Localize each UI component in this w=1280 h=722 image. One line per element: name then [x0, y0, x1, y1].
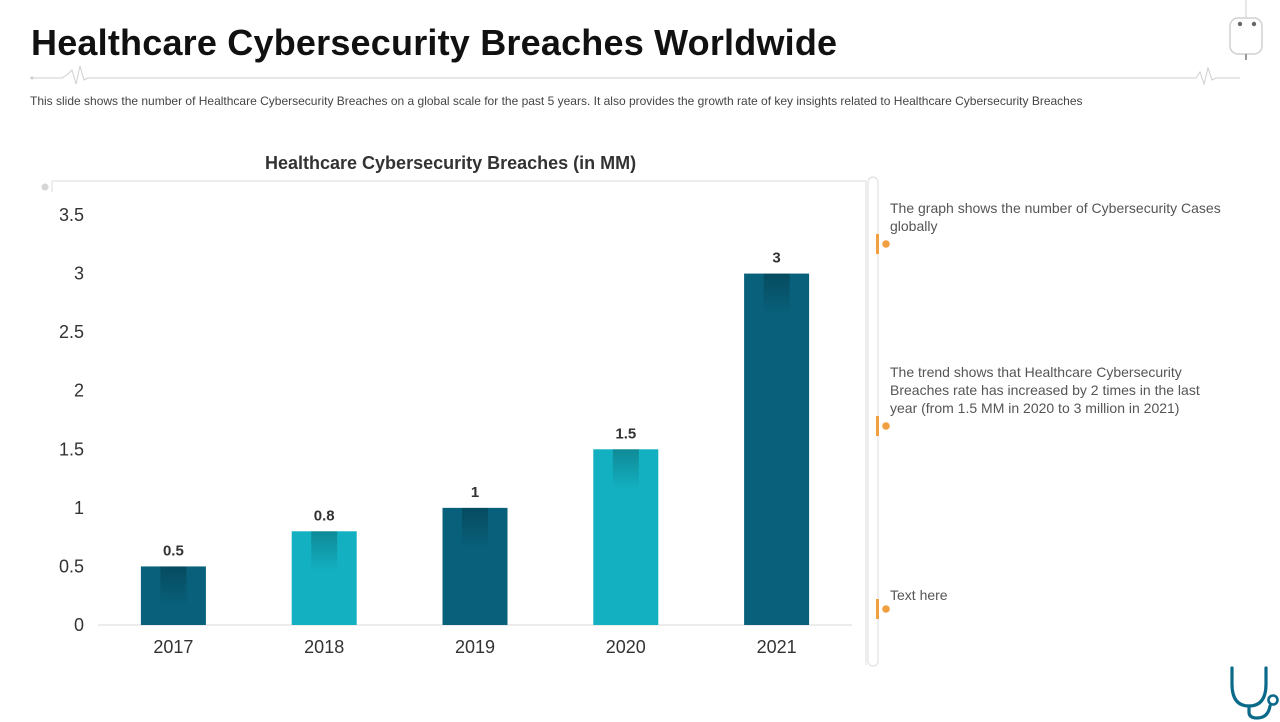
data-label-2017: 0.5: [163, 542, 184, 559]
x-tick-label-2019: 2019: [455, 637, 495, 657]
x-tick-label-2017: 2017: [153, 637, 193, 657]
bar-2021: [744, 273, 810, 625]
bar-shade-2018: [311, 531, 338, 572]
monitor-icon: [1229, 17, 1263, 60]
bar-shade-2019: [462, 507, 488, 548]
y-tick-label: 2: [74, 381, 84, 401]
x-tick-label-2018: 2018: [304, 637, 344, 657]
y-tick-label: 2.5: [59, 322, 84, 342]
data-label-2018: 0.8: [314, 507, 335, 524]
note-marker-dot: [882, 422, 890, 430]
bar-shade-2017: [160, 566, 187, 607]
stethoscope-icon: [1230, 666, 1279, 720]
y-tick-label: 1.5: [59, 439, 84, 459]
y-tick-label: 3.5: [59, 205, 84, 225]
y-tick-label: 0.5: [59, 556, 84, 576]
note-trend-insight: The trend shows that Healthcare Cybersec…: [890, 364, 1200, 416]
page-description: This slide shows the number of Healthcar…: [30, 94, 1083, 108]
note-marker-dot: [882, 240, 890, 248]
note-placeholder: Text here: [890, 587, 948, 603]
y-tick-label: 0: [74, 615, 84, 635]
x-tick-label-2021: 2021: [757, 637, 797, 657]
data-label-2020: 1.5: [615, 425, 636, 442]
chart-frame-dot: [41, 183, 49, 191]
page-title: Healthcare Cybersecurity Breaches Worldw…: [31, 22, 838, 63]
x-tick-label-2020: 2020: [606, 637, 646, 657]
y-tick-label: 1: [74, 498, 84, 518]
note-marker-bar: [876, 599, 879, 619]
note-graph-description: The graph shows the number of Cybersecur…: [890, 200, 1221, 234]
note-marker-dot: [882, 605, 890, 613]
chart-title: Healthcare Cybersecurity Breaches (in MM…: [265, 153, 637, 173]
data-label-2021: 3: [772, 250, 780, 267]
note-marker-bar: [876, 416, 879, 436]
bar-shade-2021: [763, 273, 790, 314]
bar-shade-2020: [612, 449, 639, 490]
y-tick-label: 3: [74, 264, 84, 284]
data-label-2019: 1: [471, 484, 479, 501]
note-marker-bar: [876, 234, 879, 254]
ecg-line-decoration: [30, 0, 1263, 86]
